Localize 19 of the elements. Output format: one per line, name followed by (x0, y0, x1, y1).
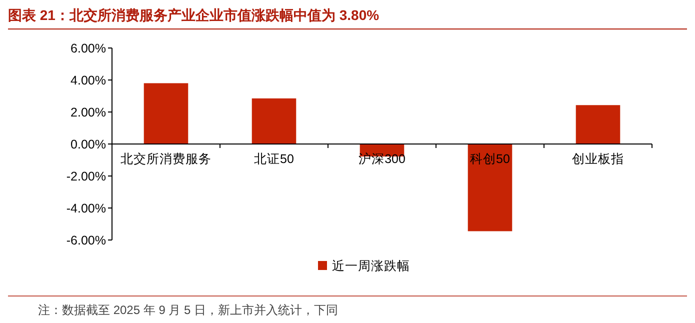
y-tick-label: -6.00% (66, 234, 106, 248)
bar (468, 144, 512, 232)
y-tick-label: -2.00% (66, 170, 106, 184)
x-tick-label: 北证50 (254, 152, 294, 166)
bar (144, 83, 188, 144)
bar (576, 105, 620, 144)
y-tick-label: 2.00% (70, 106, 106, 120)
x-tick-label: 沪深300 (358, 151, 406, 166)
y-tick-label: 4.00% (70, 74, 106, 88)
y-tick-label: 0.00% (70, 138, 106, 152)
y-tick-label: -4.00% (66, 202, 106, 216)
chart-title: 图表 21：北交所消费服务产业企业市值涨跌幅中值为 3.80% (8, 7, 380, 23)
x-tick-label: 北交所消费服务 (120, 151, 212, 166)
text: 注：数据截至 2025 年 9 月 5 日，新上市并入统计，下同 (38, 303, 338, 317)
bar (252, 98, 296, 144)
legend-label: 近一周涨跌幅 (332, 259, 410, 273)
x-tick-label: 创业板指 (572, 152, 624, 166)
x-tick-label: 科创50 (470, 152, 510, 166)
y-tick-label: 6.00% (70, 42, 106, 56)
